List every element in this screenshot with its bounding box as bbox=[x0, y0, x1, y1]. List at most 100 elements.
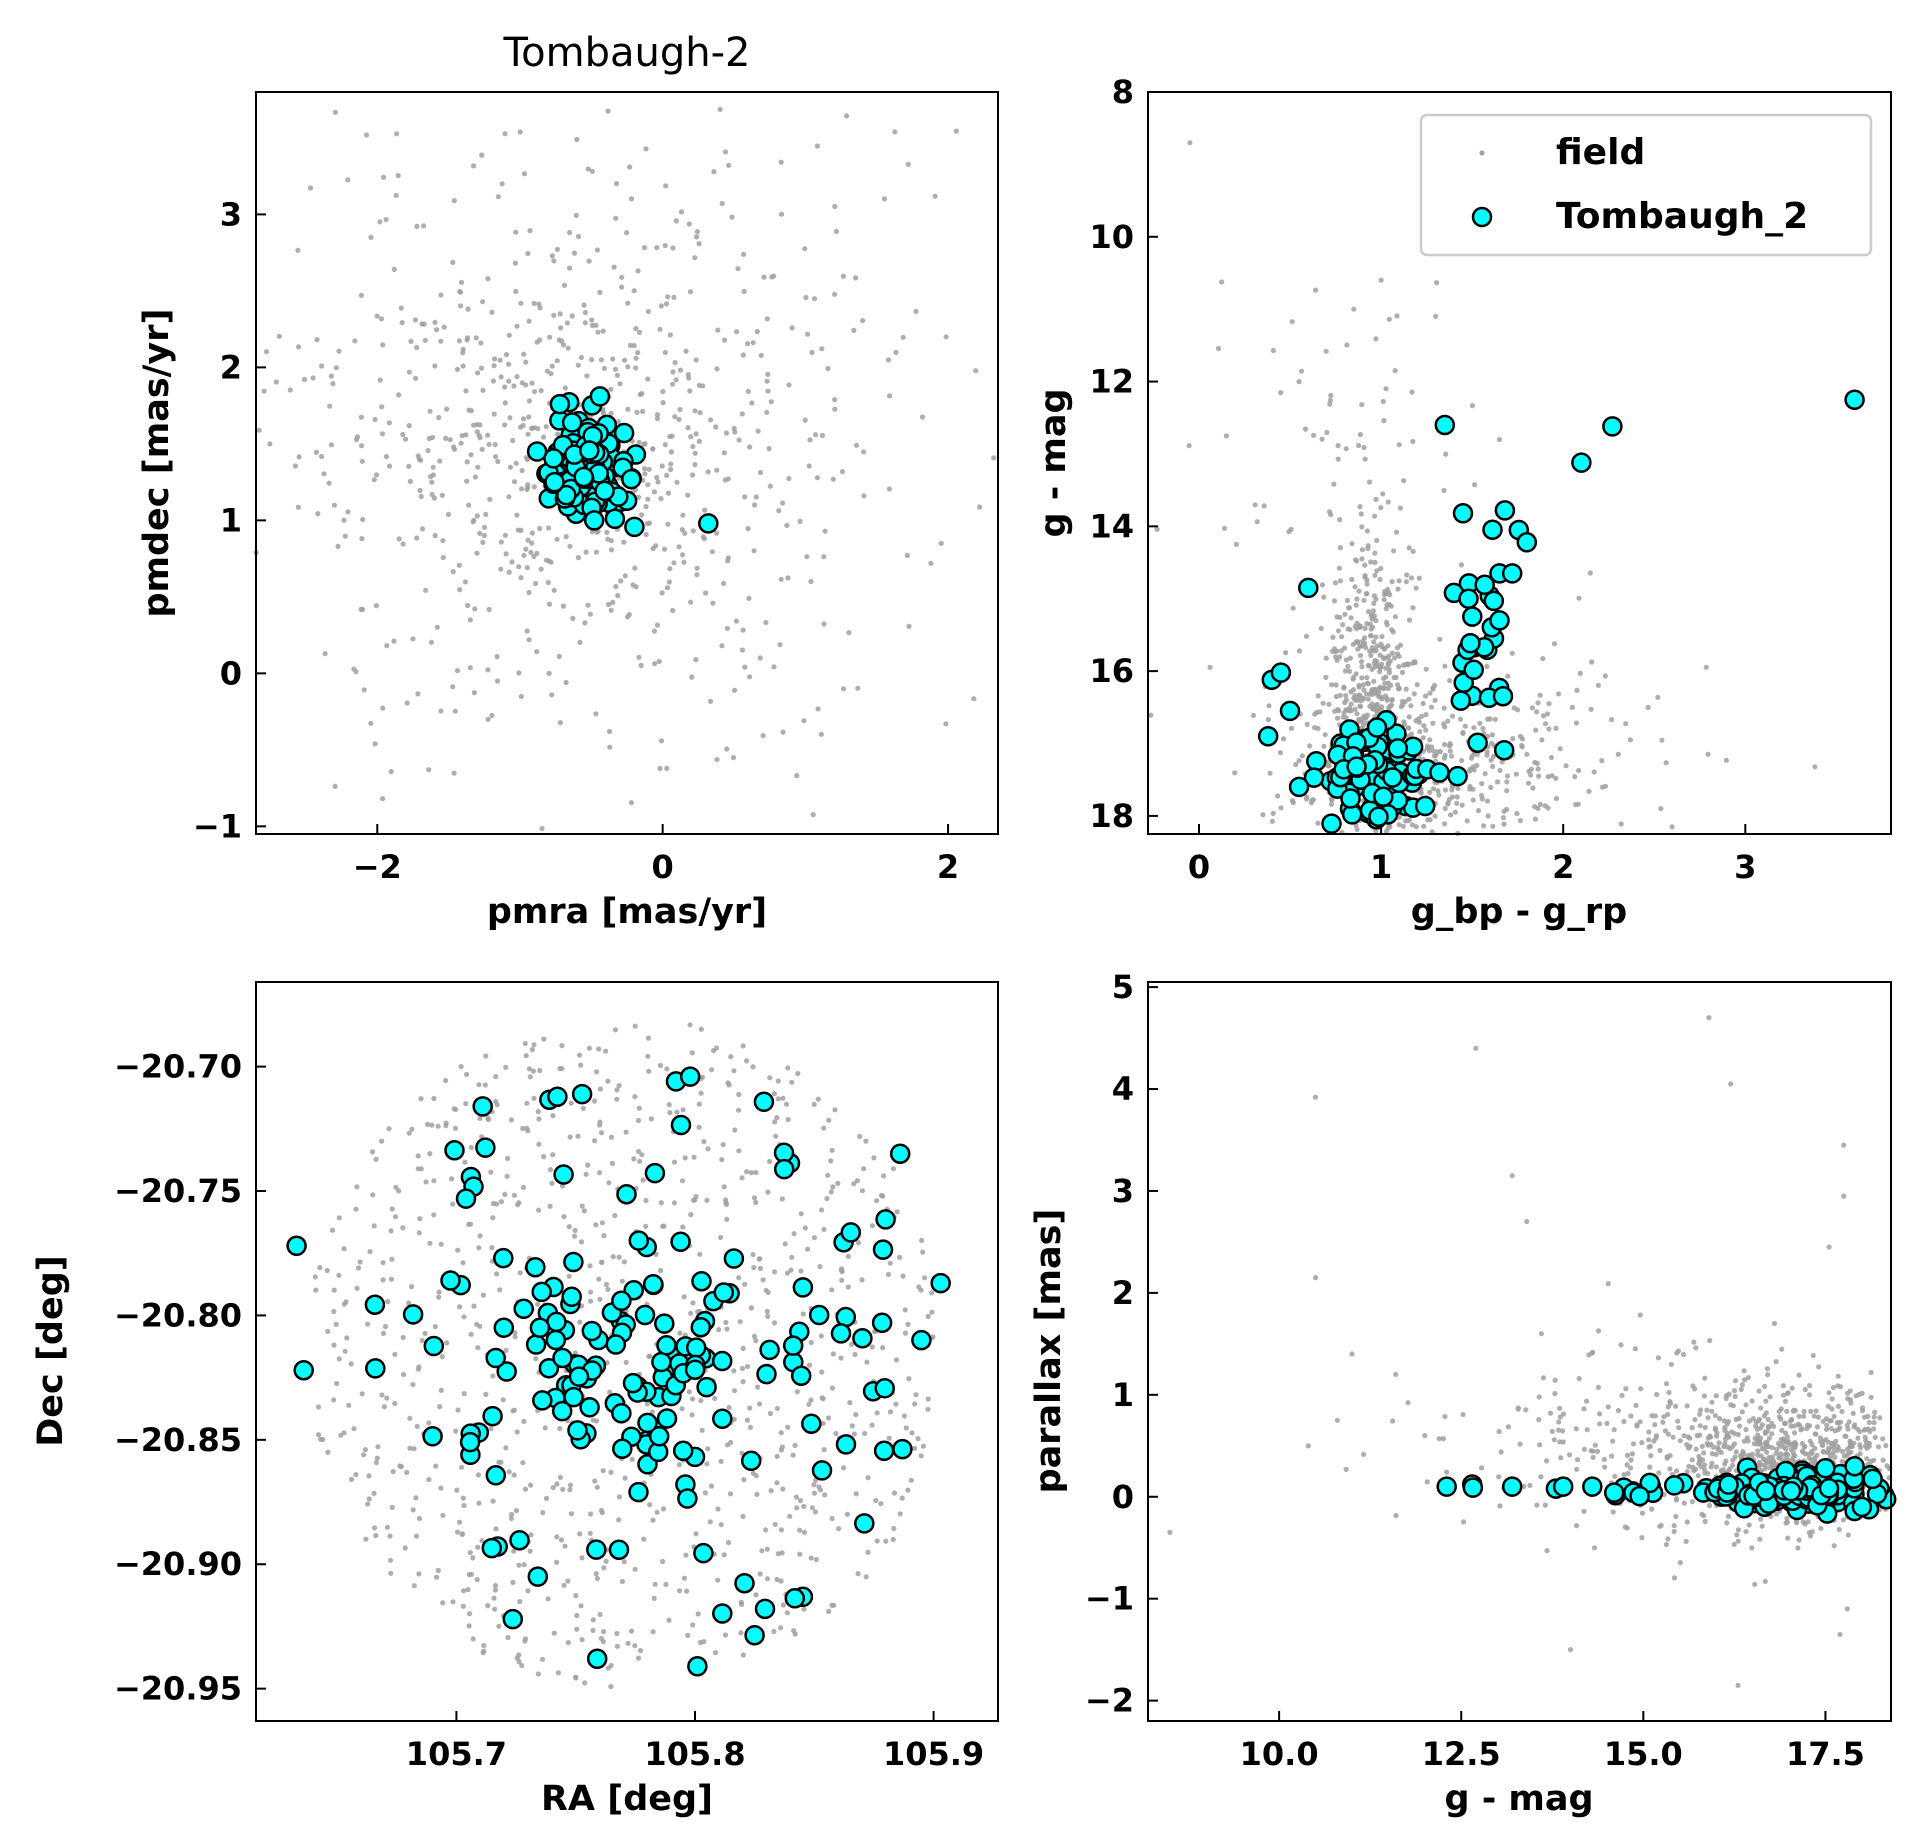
field-star-point bbox=[1381, 685, 1387, 691]
field-star-point bbox=[467, 1550, 473, 1556]
field-star-point bbox=[677, 367, 684, 373]
field-star-point bbox=[537, 1067, 543, 1074]
field-star-point bbox=[925, 1396, 931, 1402]
field-star-point bbox=[1660, 1419, 1666, 1425]
field-star-point bbox=[764, 1576, 771, 1582]
field-star-point bbox=[932, 193, 938, 199]
field-star-point bbox=[557, 1474, 564, 1480]
field-star-point bbox=[1371, 600, 1377, 607]
field-star-point bbox=[780, 1486, 786, 1492]
field-star-point bbox=[1835, 1373, 1841, 1379]
field-star-point bbox=[1690, 1464, 1696, 1470]
field-star-point bbox=[1574, 687, 1580, 694]
field-star-point bbox=[520, 1125, 526, 1132]
member-star-point bbox=[1815, 1457, 1836, 1479]
field-star-point bbox=[741, 1477, 747, 1483]
field-star-point bbox=[639, 1152, 645, 1158]
field-star-point bbox=[672, 414, 678, 420]
field-star-point bbox=[1775, 1441, 1782, 1447]
field-star-point bbox=[399, 320, 405, 326]
field-star-point bbox=[536, 1116, 542, 1122]
field-star-point bbox=[325, 1328, 331, 1334]
field-star-point bbox=[1871, 1426, 1877, 1432]
field-star-point bbox=[691, 1154, 697, 1160]
field-star-point bbox=[537, 525, 543, 532]
field-star-point bbox=[794, 1505, 800, 1511]
field-star-point bbox=[550, 1152, 556, 1158]
field-star-point bbox=[690, 1197, 697, 1203]
field-star-point bbox=[1693, 1345, 1699, 1351]
field-star-point bbox=[619, 284, 625, 290]
field-star-point bbox=[893, 1401, 899, 1407]
field-star-point bbox=[464, 478, 470, 484]
field-star-point bbox=[1743, 1528, 1749, 1535]
field-star-point bbox=[614, 1630, 620, 1637]
field-star-point bbox=[1872, 1434, 1878, 1440]
field-star-point bbox=[1354, 711, 1360, 717]
field-star-point bbox=[722, 1632, 729, 1638]
field-star-point bbox=[816, 1484, 822, 1490]
field-star-point bbox=[1813, 1408, 1819, 1414]
field-star-point bbox=[1501, 808, 1507, 814]
field-star-point bbox=[1842, 1433, 1848, 1439]
field-star-point bbox=[1427, 817, 1433, 823]
legend-entry-members: Tombaugh_2 bbox=[1556, 196, 1808, 237]
member-star-point bbox=[1844, 389, 1865, 410]
field-star-point bbox=[1435, 788, 1441, 794]
field-star-point bbox=[811, 1482, 817, 1488]
field-star-point bbox=[391, 266, 397, 272]
member-star-point bbox=[493, 1247, 514, 1269]
field-star-point bbox=[626, 611, 632, 618]
field-star-point bbox=[697, 1251, 703, 1257]
field-star-point bbox=[861, 493, 867, 499]
field-star-point bbox=[632, 1566, 638, 1572]
field-star-point bbox=[597, 289, 603, 295]
field-star-point bbox=[693, 1531, 699, 1537]
field-star-point bbox=[1712, 1413, 1718, 1419]
field-star-point bbox=[681, 559, 687, 565]
field-star-point bbox=[1361, 687, 1367, 693]
field-star-point bbox=[739, 1175, 745, 1181]
field-star-point bbox=[476, 1082, 482, 1088]
field-star-point bbox=[1788, 1423, 1794, 1429]
member-star-point bbox=[930, 1272, 951, 1294]
field-star-point bbox=[740, 627, 746, 633]
field-star-point bbox=[488, 1426, 494, 1432]
field-star-point bbox=[1839, 1408, 1845, 1415]
field-star-point bbox=[1665, 1404, 1671, 1410]
field-star-point bbox=[432, 363, 438, 369]
field-star-point bbox=[433, 1574, 440, 1580]
field-star-point bbox=[1677, 1438, 1683, 1444]
field-star-point bbox=[1538, 1474, 1544, 1480]
field-star-point bbox=[1416, 575, 1422, 581]
field-star-point bbox=[345, 177, 351, 183]
field-star-point bbox=[379, 1138, 385, 1144]
field-star-point bbox=[765, 1313, 771, 1319]
field-star-point bbox=[1474, 762, 1480, 769]
field-star-point bbox=[554, 246, 561, 252]
field-star-point bbox=[690, 443, 696, 450]
field-star-point bbox=[623, 1129, 629, 1135]
field-star-point bbox=[427, 474, 433, 480]
member-star-point bbox=[1414, 795, 1436, 817]
field-star-point bbox=[317, 1265, 323, 1271]
field-star-point bbox=[1498, 1449, 1504, 1455]
field-star-point bbox=[1665, 1411, 1671, 1418]
member-star-point bbox=[874, 1378, 895, 1399]
field-star-point bbox=[587, 1530, 593, 1536]
field-star-point bbox=[480, 387, 486, 393]
field-star-point bbox=[1396, 822, 1402, 828]
field-star-point bbox=[1595, 682, 1601, 688]
field-star-point bbox=[577, 1319, 583, 1325]
field-star-point bbox=[600, 328, 606, 334]
field-star-point bbox=[1665, 1536, 1671, 1542]
field-star-point bbox=[415, 691, 421, 697]
field-star-point bbox=[1347, 668, 1353, 675]
field-star-point bbox=[556, 337, 563, 343]
field-star-point bbox=[1391, 548, 1397, 554]
field-star-point bbox=[1625, 1470, 1631, 1477]
field-star-point bbox=[804, 331, 811, 337]
field-star-point bbox=[1377, 669, 1383, 675]
field-star-point bbox=[433, 1463, 439, 1469]
field-star-point bbox=[567, 1487, 573, 1493]
